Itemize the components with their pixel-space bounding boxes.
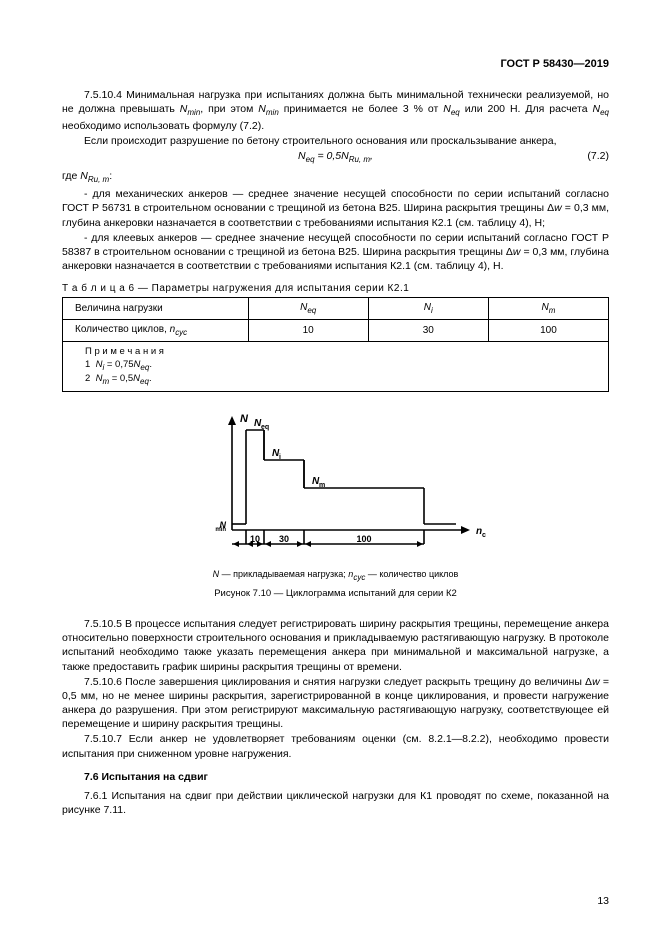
para-7-5-10-5: 7.5.10.5 В процессе испытания следует ре… <box>62 617 609 674</box>
cell-10: 10 <box>248 320 368 342</box>
svg-text:m: m <box>319 482 325 489</box>
cell-ni: Ni <box>368 298 488 320</box>
svg-text:min: min <box>215 527 226 533</box>
cell-load-label: Величина нагрузки <box>63 298 249 320</box>
table-6: Величина нагрузки Neq Ni Nm Количество ц… <box>62 297 609 342</box>
figure-legend: N — прикладываемая нагрузка; ncyc — коли… <box>62 569 609 582</box>
para-mechanical-anchors: - для механических анкеров — среднее зна… <box>62 187 609 230</box>
figure-7-10: NncycNminNeq10Ni30Nm100 <box>62 410 609 563</box>
formula-number: (7.2) <box>587 150 609 162</box>
svg-text:30: 30 <box>278 534 288 544</box>
page-number: 13 <box>597 895 609 907</box>
para-adhesive-anchors: - для клеевых анкеров — среднее значение… <box>62 231 609 274</box>
table-row: Величина нагрузки Neq Ni Nm <box>63 298 609 320</box>
notes-heading: П р и м е ч а н и я <box>85 346 600 358</box>
note-2: 2 Nm = 0,5Neq. <box>85 373 600 387</box>
svg-text:eq: eq <box>261 424 269 431</box>
formula-7-2: Neq = 0,5NRu, m, (7.2) <box>62 150 609 166</box>
svg-text:cyc: cyc <box>482 532 486 539</box>
para-7-6-1: 7.6.1 Испытания на сдвиг при действии ци… <box>62 789 609 817</box>
cell-neq: Neq <box>248 298 368 320</box>
svg-text:i: i <box>279 454 281 461</box>
table-row: Количество циклов, nсус 10 30 100 <box>63 320 609 342</box>
svg-text:100: 100 <box>356 534 371 544</box>
para-7-5-10-4: 7.5.10.4 Минимальная нагрузка при испыта… <box>62 88 609 133</box>
where-clause: где NRu, m: <box>62 169 609 186</box>
section-7-6-heading: 7.6 Испытания на сдвиг <box>84 771 609 783</box>
para-7-5-10-6: 7.5.10.6 После завершения циклирования и… <box>62 675 609 732</box>
cyclogram-chart: NncycNminNeq10Ni30Nm100 <box>186 410 486 560</box>
para-7-5-10-7: 7.5.10.7 Если анкер не удовлетворяет тре… <box>62 732 609 760</box>
cell-nm: Nm <box>488 298 608 320</box>
table-notes: П р и м е ч а н и я 1 Ni = 0,75Neq. 2 Nm… <box>62 342 609 392</box>
note-1: 1 Ni = 0,75Neq. <box>85 359 600 373</box>
cell-30: 30 <box>368 320 488 342</box>
document-header: ГОСТ Р 58430—2019 <box>62 58 609 70</box>
para-intro-formula: Если происходит разрушение по бетону стр… <box>62 134 609 148</box>
svg-text:N: N <box>240 413 249 425</box>
cell-100: 100 <box>488 320 608 342</box>
cell-cycles-label: Количество циклов, nсус <box>63 320 249 342</box>
table-6-caption: Т а б л и ц а 6 — Параметры нагружения д… <box>62 283 609 294</box>
figure-caption: Рисунок 7.10 — Циклограмма испытаний для… <box>62 588 609 599</box>
